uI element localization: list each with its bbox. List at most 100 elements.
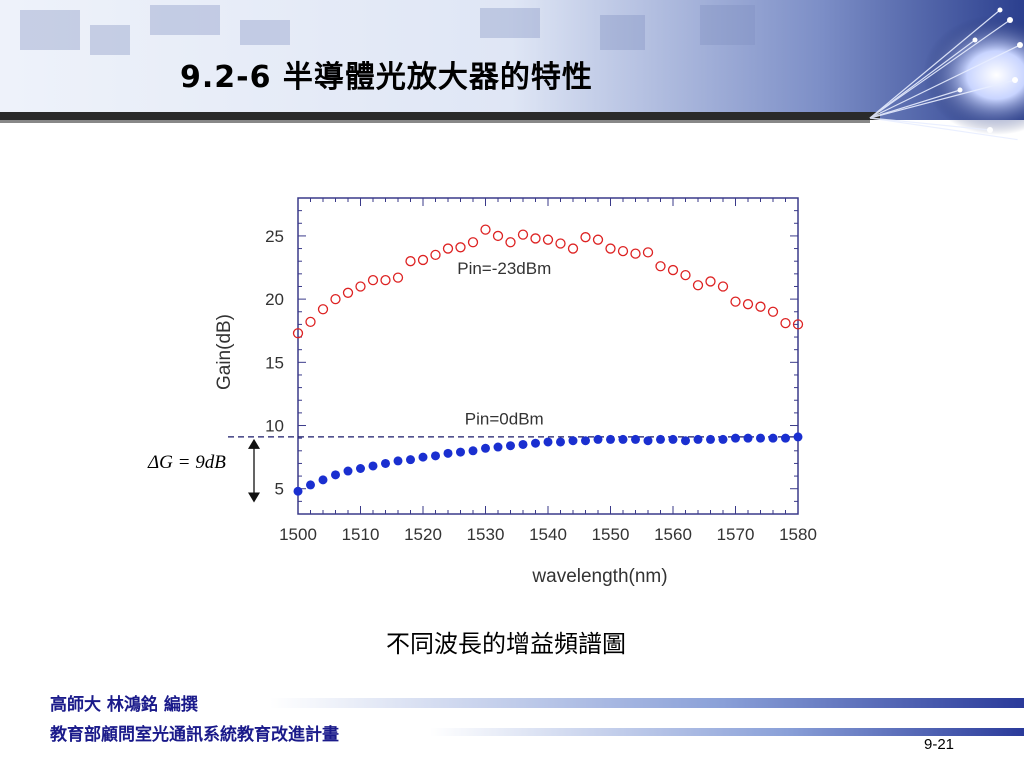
delta-g-annotation: ΔG = 9dB (147, 452, 226, 473)
red-data-point (517, 229, 529, 240)
x-tick-label: 1550 (592, 525, 630, 544)
red-data-point (742, 299, 754, 310)
blue-data-point (318, 475, 328, 485)
red-data-point (292, 328, 304, 339)
blue-data-point (781, 433, 790, 443)
y-tick-label: 15 (265, 353, 284, 372)
red-data-point (392, 272, 404, 283)
blue-data-point (606, 434, 615, 444)
blue-data-point (793, 432, 803, 442)
blue-data-point (306, 480, 315, 490)
blue-data-point (443, 448, 453, 458)
slide-header-banner (0, 0, 1024, 150)
red-data-point (430, 249, 441, 261)
blue-data-point (656, 434, 665, 444)
red-data-point (717, 281, 729, 292)
red-data-point (667, 264, 679, 276)
red-data-point (642, 247, 654, 258)
series-label: Pin=0dBm (465, 409, 544, 428)
y-tick-label: 25 (265, 227, 284, 246)
red-data-point (455, 242, 466, 253)
red-data-point (555, 238, 566, 249)
x-tick-label: 1570 (717, 525, 755, 544)
blue-data-point (493, 442, 503, 452)
red-data-point (442, 243, 454, 254)
red-data-point (792, 319, 804, 330)
red-data-point (492, 230, 504, 242)
red-data-point (367, 275, 379, 286)
blue-data-point (293, 486, 303, 496)
blue-data-point (343, 466, 353, 476)
blue-data-point (756, 433, 765, 443)
blue-data-point (406, 455, 415, 465)
blue-data-point (393, 456, 403, 466)
red-data-point (467, 237, 479, 248)
footer-program: 教育部顧問室光通訊系統教育改進計畫 (50, 725, 339, 745)
blue-data-point (543, 437, 553, 447)
blue-data-point (643, 436, 653, 446)
blue-data-point (518, 439, 528, 449)
blue-data-point (456, 447, 465, 457)
blue-data-point (356, 463, 365, 473)
x-tick-label: 1580 (779, 525, 817, 544)
x-tick-label: 1520 (404, 525, 442, 544)
red-data-point (530, 233, 541, 244)
red-data-point (680, 269, 691, 281)
footer-author: 高師大 林鴻銘 編撰 (50, 695, 198, 715)
series-label: Pin=-23dBm (457, 259, 551, 278)
red-data-point (592, 234, 604, 245)
blue-data-point (506, 441, 515, 451)
footer-decor-bar (270, 698, 1024, 708)
red-data-point (705, 276, 716, 287)
blue-data-point (768, 433, 778, 443)
blue-data-point (531, 438, 540, 448)
red-data-point (405, 256, 416, 267)
red-data-point (342, 287, 354, 298)
blue-data-point (693, 434, 703, 444)
red-data-point (542, 234, 554, 245)
red-data-point (780, 317, 791, 329)
red-data-point (617, 245, 629, 257)
blue-data-point (431, 451, 440, 461)
blue-data-point (581, 436, 590, 446)
blue-data-point (331, 470, 340, 480)
red-data-point (480, 224, 491, 235)
red-data-point (305, 316, 316, 328)
x-tick-label: 1560 (654, 525, 692, 544)
red-data-point (380, 275, 391, 286)
y-tick-label: 10 (265, 417, 284, 436)
slide-footer: 高師大 林鴻銘 編撰 教育部顧問室光通訊系統教育改進計畫 9-21 (0, 680, 1024, 768)
blue-data-point (468, 446, 478, 456)
x-axis-label: wavelength(nm) (531, 566, 667, 587)
figure-caption: 不同波長的增益頻譜圖 (386, 630, 626, 658)
red-data-point (755, 301, 766, 312)
red-data-point (330, 293, 341, 305)
red-data-point (355, 281, 366, 292)
red-data-point (605, 243, 616, 254)
blue-data-point (593, 434, 603, 444)
blue-data-point (381, 458, 390, 468)
blue-data-point (418, 452, 428, 462)
blue-data-point (743, 433, 753, 443)
blue-data-point (731, 433, 740, 443)
blue-data-point (618, 434, 628, 444)
delta-arrow-head (248, 492, 260, 503)
blue-data-point (568, 436, 578, 446)
x-tick-label: 1530 (467, 525, 505, 544)
red-data-point (730, 296, 741, 307)
y-axis-label: Gain(dB) (214, 314, 235, 390)
blue-data-point (706, 434, 715, 444)
blue-data-point (556, 437, 565, 447)
delta-arrow-head (248, 438, 260, 449)
red-data-point (417, 254, 429, 266)
x-tick-label: 1540 (529, 525, 567, 544)
y-tick-label: 20 (265, 290, 284, 309)
red-data-point (580, 232, 591, 243)
blue-data-point (368, 461, 378, 471)
blue-data-point (631, 434, 640, 444)
red-data-point (317, 304, 329, 315)
blue-data-point (668, 434, 678, 444)
x-tick-label: 1510 (342, 525, 380, 544)
red-data-point (630, 248, 641, 259)
